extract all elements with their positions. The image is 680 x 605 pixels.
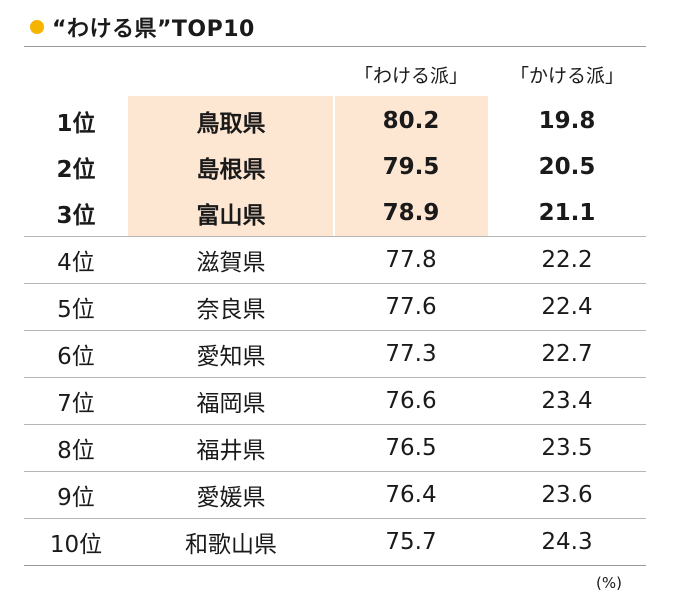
header-row: 「わける派」 「かける派」 bbox=[24, 50, 646, 98]
prefecture-cell: 奈良県 bbox=[128, 283, 334, 331]
table-row: 8位 福井県 76.5 23.5 bbox=[24, 424, 646, 472]
table-row: 6位 愛知県 77.3 22.7 bbox=[24, 330, 646, 378]
rank-cell: 2位 bbox=[56, 157, 96, 183]
rank-cell: 5位 bbox=[24, 283, 128, 331]
kakeru-value-cell: 21.1 bbox=[538, 200, 596, 226]
wakeru-value-cell: 76.5 bbox=[334, 424, 488, 472]
wakeru-value-cell: 77.3 bbox=[334, 330, 488, 378]
wakeru-value-cell: 76.4 bbox=[334, 471, 488, 519]
kakeru-value-cell: 24.3 bbox=[488, 518, 646, 566]
wakeru-value-cell: 77.8 bbox=[334, 236, 488, 284]
prefecture-cell: 福岡県 bbox=[128, 377, 334, 425]
wakeru-value-cell: 77.6 bbox=[334, 283, 488, 331]
header-rank bbox=[24, 50, 128, 98]
table-row: 5位 奈良県 77.6 22.4 bbox=[24, 283, 646, 331]
kakeru-value-cell: 20.5 bbox=[538, 154, 596, 180]
wakeru-value-cell: 75.7 bbox=[334, 518, 488, 566]
table-row: 4位 滋賀県 77.8 22.2 bbox=[24, 236, 646, 284]
highlight-block-wakeru bbox=[335, 96, 488, 236]
kakeru-value-cell: 23.5 bbox=[488, 424, 646, 472]
rank-cell: 8位 bbox=[24, 424, 128, 472]
prefecture-cell: 鳥取県 bbox=[196, 111, 266, 137]
rank-cell: 9位 bbox=[24, 471, 128, 519]
prefecture-cell: 愛知県 bbox=[128, 330, 334, 378]
rank-cell: 6位 bbox=[24, 330, 128, 378]
rank-cell: 7位 bbox=[24, 377, 128, 425]
prefecture-cell: 和歌山県 bbox=[128, 518, 334, 566]
wakeru-value-cell: 78.9 bbox=[382, 200, 440, 226]
header-prefecture bbox=[128, 50, 334, 98]
table-body: 1位 鳥取県 80.2 19.8 2位 島根県 79.5 20.5 3位 富山県 78.9 21.1 4… bbox=[24, 98, 646, 566]
rank-cell: 3位 bbox=[56, 203, 96, 229]
wakeru-value-cell: 76.6 bbox=[334, 377, 488, 425]
top-rule bbox=[24, 46, 646, 47]
header-wakeru: 「わける派」 bbox=[353, 64, 468, 87]
table-row: 1位 鳥取県 80.2 19.8 bbox=[24, 98, 646, 144]
kakeru-value-cell: 23.6 bbox=[488, 471, 646, 519]
chart-title: “わける県”TOP10 bbox=[52, 17, 255, 42]
bullet-dot-icon bbox=[30, 20, 44, 34]
kakeru-value-cell: 22.4 bbox=[488, 283, 646, 331]
wakeru-value-cell: 79.5 bbox=[382, 154, 440, 180]
prefecture-cell: 福井県 bbox=[128, 424, 334, 472]
table-row: 7位 福岡県 76.6 23.4 bbox=[24, 377, 646, 425]
ranking-table: 「わける派」 「かける派」 1位 鳥取県 80.2 19.8 2位 島根県 79.5 20.5… bbox=[24, 50, 646, 566]
highlight-block-prefecture bbox=[128, 96, 333, 236]
kakeru-value-cell: 22.2 bbox=[488, 236, 646, 284]
prefecture-cell: 富山県 bbox=[196, 203, 266, 229]
kakeru-value-cell: 19.8 bbox=[538, 108, 596, 134]
kakeru-value-cell: 23.4 bbox=[488, 377, 646, 425]
table-row: 2位 島根県 79.5 20.5 bbox=[24, 144, 646, 190]
kakeru-value-cell: 22.7 bbox=[488, 330, 646, 378]
rank-cell: 10位 bbox=[24, 518, 128, 566]
header-kakeru: 「かける派」 bbox=[509, 64, 624, 87]
table-row: 10位 和歌山県 75.7 24.3 bbox=[24, 518, 646, 566]
unit-label: (%) bbox=[596, 574, 622, 592]
rank-cell: 1位 bbox=[56, 111, 96, 137]
rank-cell: 4位 bbox=[24, 236, 128, 284]
prefecture-cell: 島根県 bbox=[196, 157, 266, 183]
wakeru-value-cell: 80.2 bbox=[382, 108, 440, 134]
table-row: 3位 富山県 78.9 21.1 bbox=[24, 190, 646, 237]
prefecture-cell: 滋賀県 bbox=[128, 236, 334, 284]
chart-title-row: “わける県”TOP10 bbox=[30, 12, 255, 42]
table-row: 9位 愛媛県 76.4 23.6 bbox=[24, 471, 646, 519]
prefecture-cell: 愛媛県 bbox=[128, 471, 334, 519]
